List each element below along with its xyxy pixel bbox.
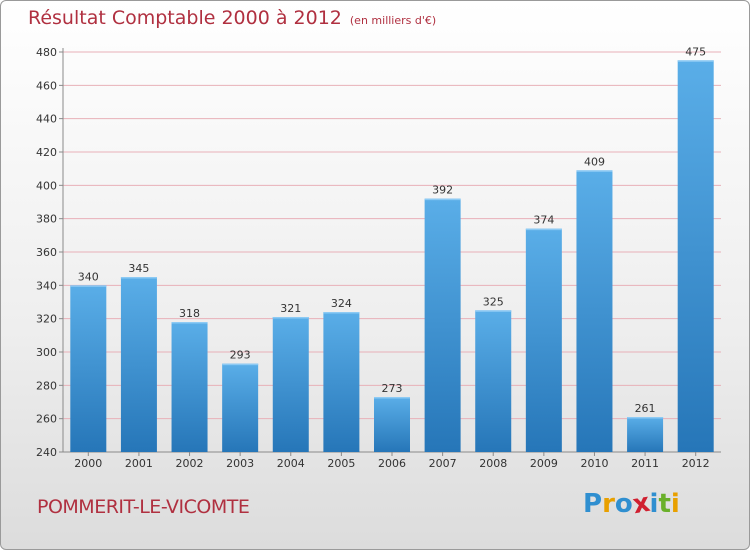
- bar-value-label: 374: [533, 214, 554, 227]
- bar-highlight: [222, 363, 259, 366]
- logo-letter: i: [670, 489, 680, 519]
- x-tick-label: 2010: [580, 457, 608, 470]
- x-tick-label: 2002: [176, 457, 204, 470]
- bar-highlight: [424, 198, 461, 201]
- y-tick-label: 280: [36, 379, 57, 392]
- bar-value-label: 321: [280, 302, 301, 315]
- y-tick-label: 460: [36, 79, 57, 92]
- bar-highlight: [272, 317, 309, 319]
- bar-value-label: 392: [432, 184, 453, 197]
- bar-value-label: 345: [128, 262, 149, 275]
- x-tick-label: 2007: [429, 457, 457, 470]
- bar: [70, 285, 107, 452]
- commune-name: POMMERIT-LE-VICOMTE: [37, 496, 250, 518]
- bar: [222, 363, 259, 452]
- bar-highlight: [171, 322, 208, 324]
- y-tick-label: 240: [36, 446, 57, 459]
- bar-value-label: 261: [635, 402, 656, 415]
- y-tick-label: 320: [36, 313, 57, 326]
- y-tick-label: 380: [36, 213, 57, 226]
- bar: [627, 417, 664, 452]
- x-tick-label: 2000: [74, 457, 102, 470]
- bar: [424, 198, 461, 452]
- bar-value-label: 340: [78, 270, 99, 283]
- bar: [272, 317, 309, 452]
- bar: [374, 397, 410, 452]
- chart-title-text: Résultat Comptable 2000 à 2012: [28, 7, 342, 29]
- bar-value-label: 293: [230, 349, 251, 362]
- bar-highlight: [70, 285, 107, 287]
- x-tick-label: 2003: [226, 457, 254, 470]
- x-tick-label: 2004: [277, 457, 305, 470]
- bar-highlight: [677, 60, 714, 62]
- logo-letter: P: [583, 489, 603, 519]
- x-tick-label: 2011: [631, 457, 659, 470]
- bar-highlight: [576, 170, 613, 172]
- y-tick-label: 420: [36, 146, 57, 159]
- chart-subtitle: (en milliers d'€): [349, 14, 437, 27]
- logo-letter: i: [649, 489, 659, 519]
- y-tick-label: 340: [36, 279, 57, 292]
- bar: [120, 277, 157, 452]
- y-tick-label: 400: [36, 179, 57, 192]
- x-tick-label: 2006: [378, 457, 406, 470]
- logo-letter: t: [658, 489, 671, 519]
- x-tick-label: 2009: [530, 457, 558, 470]
- bar: [323, 312, 360, 452]
- bar: [576, 170, 613, 453]
- bar-value-label: 324: [331, 297, 352, 310]
- bar: [171, 322, 208, 452]
- bar-highlight: [525, 228, 562, 231]
- x-tick-label: 2012: [682, 457, 710, 470]
- bar-value-label: 325: [483, 295, 504, 308]
- y-tick-label: 300: [36, 346, 57, 359]
- proxiti-logo: Proxiti: [583, 488, 680, 520]
- y-tick-label: 480: [36, 46, 57, 59]
- bar-highlight: [323, 312, 360, 314]
- y-tick-label: 260: [36, 413, 57, 426]
- bar-highlight: [475, 310, 512, 312]
- bar-highlight: [374, 397, 410, 399]
- logo-letter: o: [614, 489, 633, 519]
- bar: [525, 228, 562, 452]
- y-tick-label: 360: [36, 246, 57, 259]
- bar: [677, 60, 714, 452]
- x-tick-label: 2001: [125, 457, 153, 470]
- chart-title: Résultat Comptable 2000 à 2012 (en millie…: [28, 7, 436, 29]
- bar-value-label: 273: [382, 382, 403, 395]
- logo-letter: r: [602, 489, 615, 519]
- bar: [475, 310, 512, 452]
- bar-value-label: 318: [179, 307, 200, 320]
- y-tick-label: 440: [36, 113, 57, 126]
- bar-value-label: 475: [685, 45, 706, 58]
- bar-highlight: [120, 277, 157, 279]
- bar-value-label: 409: [584, 155, 605, 168]
- bar-highlight: [627, 417, 664, 419]
- x-tick-label: 2005: [327, 457, 355, 470]
- x-tick-label: 2008: [479, 457, 507, 470]
